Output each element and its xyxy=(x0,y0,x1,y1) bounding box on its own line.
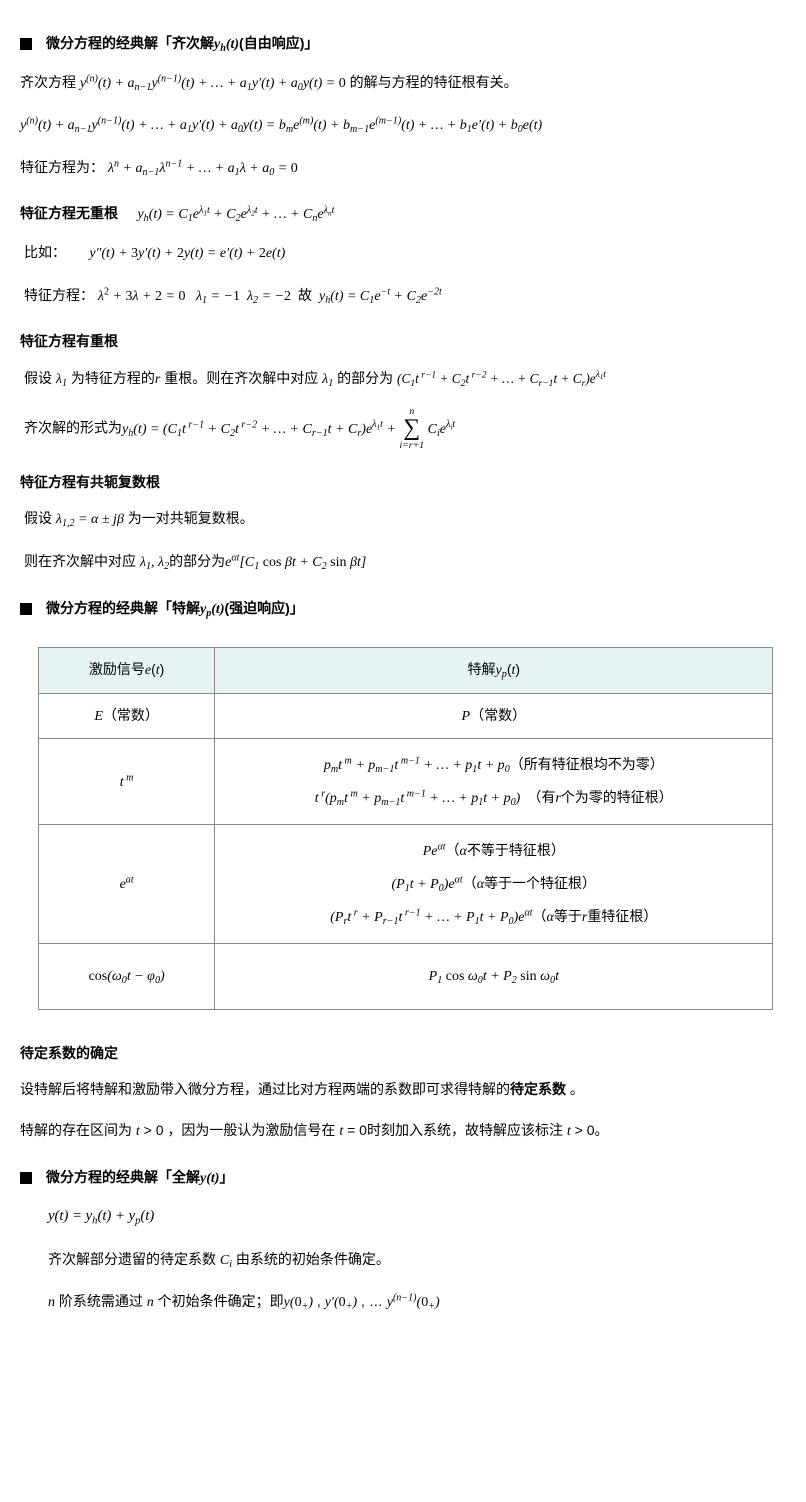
char-example: 特征方程： λ2 + 3λ + 2 = 0 λ1 = −1 λ2 = −2 故 … xyxy=(24,282,786,311)
homogeneous-definition: 齐次方程 y(n)(t) + an−1y(n−1)(t) + … + a1y′(… xyxy=(20,69,786,98)
bullet-icon xyxy=(20,603,32,615)
table-row: t m pmt m + pm−1t m−1 + … + p1t + p0（所有特… xyxy=(39,739,773,825)
subheading-coef: 待定系数的确定 xyxy=(20,1040,786,1067)
complex-assume: 假设 λ1,2 = α ± jβ 为一对共轭复数根。 xyxy=(24,505,786,534)
p2-math: y(n)(t) + an−1y(n−1)(t) + … + a1y′(t) + … xyxy=(20,118,542,133)
table-row: cos(ω0t − φ0) P1 cos ω0t + P2 sin ω0t xyxy=(39,944,773,1010)
sec1-title-pre: 微分方程的经典解「齐次解 xyxy=(46,35,214,51)
complex-result: 则在齐次解中对应 λ1, λ2的部分为eαt[C1 cos βt + C2 si… xyxy=(24,548,786,577)
bullet-icon xyxy=(20,38,32,50)
table-header-row: 激励信号e(t) 特解yp(t) xyxy=(39,648,773,694)
th-particular: 特解yp(t) xyxy=(215,648,773,694)
sec1-title-post: (自由响应)」 xyxy=(239,35,318,51)
th-excitation: 激励信号e(t) xyxy=(39,648,215,694)
p1-pre: 齐次方程 xyxy=(20,74,80,90)
section-heading-homogeneous: 微分方程的经典解「齐次解yh(t)(自由响应)」 xyxy=(20,30,786,59)
subheading-repeat: 特征方程有重根 xyxy=(20,328,786,355)
p1-math: y(n)(t) + an−1y(n−1)(t) + … + a1y′(t) + … xyxy=(80,76,346,91)
coef-p2: 特解的存在区间为 t > 0 ，因为一般认为激励信号在 t = 0时刻加入系统，… xyxy=(20,1117,786,1146)
p3-pre: 特征方程为： xyxy=(20,159,104,175)
norepeat-eq: yh(t) = C1eλ1t + C2eλ2t + … + Cneλnt xyxy=(137,207,334,222)
section-heading-particular: 微分方程的经典解「特解yp(t)(强迫响应)」 xyxy=(20,595,786,624)
p3-math: λn + an−1λn−1 + … + a1λ + a0 = 0 xyxy=(108,161,298,176)
repeat-assumption: 假设 λ1 为特征方程的r 重根。则在齐次解中对应 λ1 的部分为 (C1t r… xyxy=(24,365,786,394)
full-p1: 齐次解部分遗留的待定系数 Ci 由系统的初始条件确定。 xyxy=(48,1246,786,1275)
example-line: 比如： y″(t) + 3y′(t) + 2y(t) = e′(t) + 2e(… xyxy=(24,239,786,268)
table-row: E（常数） P（常数） xyxy=(39,693,773,739)
ex-eq: y″(t) + 3y′(t) + 2y(t) = e′(t) + 2e(t) xyxy=(89,246,285,261)
full-solution-eq: y(t) = yh(t) + yp(t) xyxy=(48,1202,786,1231)
repeat-form: 齐次解的形式为yh(t) = (C1t r−1 + C2t r−2 + … + … xyxy=(24,407,786,450)
full-p2: n 阶系统需通过 n 个初始条件确定；即y(0+) , y′(0+) , … y… xyxy=(48,1288,786,1317)
norepeat-heading: 特征方程无重根 xyxy=(20,205,118,221)
section-heading-full: 微分方程的经典解「全解y(t)」 xyxy=(20,1164,786,1193)
char-label: 特征方程： xyxy=(24,287,94,303)
subheading-complex: 特征方程有共轭复数根 xyxy=(20,469,786,496)
table-row: eat Peαt（α不等于特征根） (P1t + P0)eαt（α等于一个特征根… xyxy=(39,825,773,944)
char-eq: λ2 + 3λ + 2 = 0 λ1 = −1 λ2 = −2 故 yh(t) … xyxy=(98,289,442,304)
p1-post: 的解与方程的特征根有关。 xyxy=(350,74,518,90)
sigma-icon: n∑i=r+1 xyxy=(399,407,424,450)
sec1-title-math: yh(t) xyxy=(214,37,239,52)
subheading-no-repeat: 特征方程无重根 yh(t) = C1eλ1t + C2eλ2t + … + Cn… xyxy=(20,200,786,229)
coef-p1: 设特解后将特解和激励带入微分方程，通过比对方程两端的系数即可求得特解的待定系数 … xyxy=(20,1076,786,1103)
bullet-icon xyxy=(20,1172,32,1184)
ex-label: 比如： xyxy=(24,244,66,260)
particular-solution-table: 激励信号e(t) 特解yp(t) E（常数） P（常数） t m pmt m +… xyxy=(38,647,773,1010)
char-eq-line: 特征方程为： λn + an−1λn−1 + … + a1λ + a0 = 0 xyxy=(20,154,786,183)
full-ode: y(n)(t) + an−1y(n−1)(t) + … + a1y′(t) + … xyxy=(20,111,786,140)
